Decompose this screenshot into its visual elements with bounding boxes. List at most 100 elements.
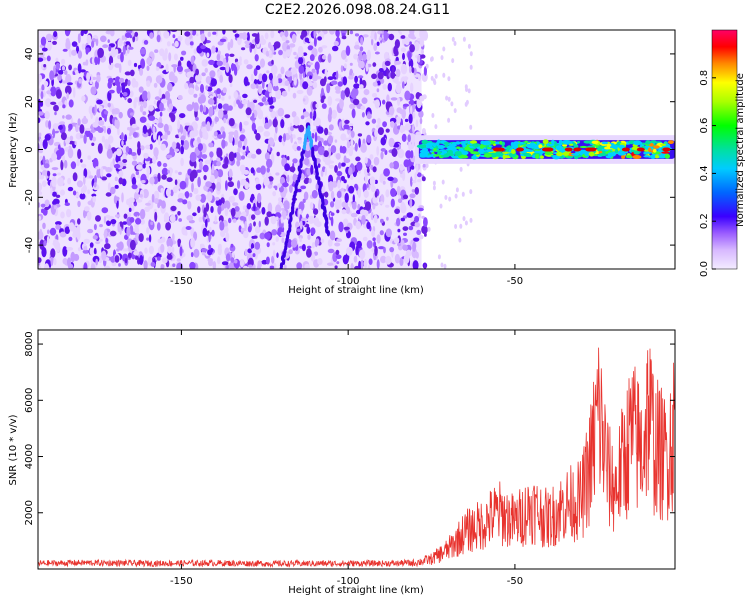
noise-speckle: [385, 189, 390, 198]
noise-speckle: [225, 62, 230, 73]
noise-speckle: [210, 78, 217, 87]
noise-speckle: [244, 40, 250, 45]
noise-speckle: [80, 159, 83, 163]
noise-speckle: [210, 174, 215, 184]
noise-speckle: [379, 173, 384, 183]
noise-speckle: [282, 182, 289, 188]
noise-speckle: [180, 56, 184, 61]
noise-speckle: [432, 185, 436, 191]
noise-speckle: [135, 218, 142, 225]
noise-speckle: [273, 41, 281, 49]
noise-speckle: [236, 159, 241, 167]
noise-speckle: [131, 184, 138, 190]
noise-speckle: [270, 215, 277, 225]
noise-speckle: [189, 76, 195, 84]
noise-speckle: [320, 78, 326, 87]
colorbar-tick-label: 0.2: [699, 213, 710, 229]
noise-speckle: [128, 197, 135, 204]
y-tick-label: 40: [24, 48, 35, 61]
noise-speckle: [178, 218, 182, 222]
noise-speckle: [185, 226, 192, 230]
noise-speckle: [340, 175, 345, 182]
signal-band-blob: [433, 154, 440, 157]
noise-speckle: [129, 239, 136, 251]
noise-speckle: [298, 201, 305, 211]
noise-speckle: [101, 250, 107, 261]
noise-speckle: [151, 193, 155, 203]
noise-speckle: [216, 88, 222, 95]
y-tick-label: 20: [24, 95, 35, 108]
noise-speckle: [421, 225, 428, 235]
colorbar-tick-label: 0.8: [699, 70, 710, 86]
noise-speckle: [302, 198, 306, 203]
noise-speckle: [50, 86, 57, 97]
noise-speckle: [58, 70, 64, 75]
noise-speckle: [382, 180, 386, 185]
noise-speckle: [193, 160, 197, 169]
noise-speckle: [269, 105, 275, 109]
noise-speckle: [62, 154, 66, 163]
noise-speckle: [313, 208, 319, 215]
noise-speckle: [461, 191, 465, 197]
noise-speckle: [133, 211, 140, 217]
noise-speckle: [439, 203, 443, 209]
noise-speckle: [332, 252, 338, 263]
noise-speckle: [125, 32, 132, 38]
x-tick-label: -50: [507, 576, 523, 587]
noise-speckle: [67, 147, 74, 159]
noise-speckle: [374, 51, 380, 55]
noise-speckle: [350, 90, 357, 99]
noise-speckle: [242, 265, 249, 269]
noise-speckle: [223, 200, 231, 210]
noise-speckle: [222, 30, 226, 35]
noise-speckle: [360, 105, 366, 111]
noise-speckle: [208, 91, 214, 96]
noise-speckle: [91, 142, 95, 146]
noise-speckle: [344, 87, 350, 98]
noise-speckle: [108, 45, 112, 52]
noise-speckle: [197, 143, 203, 152]
noise-speckle: [328, 164, 334, 169]
signal-band-blob: [447, 146, 452, 149]
noise-speckle: [139, 104, 144, 113]
noise-speckle: [301, 217, 307, 221]
noise-speckle: [261, 96, 267, 103]
noise-speckle: [266, 167, 271, 173]
noise-speckle: [176, 262, 183, 269]
noise-speckle: [40, 203, 46, 208]
noise-speckle: [366, 167, 370, 173]
noise-speckle: [177, 95, 183, 100]
noise-speckle: [324, 191, 329, 198]
noise-speckle: [56, 243, 61, 253]
noise-speckle: [212, 261, 217, 269]
noise-speckle: [68, 64, 72, 71]
noise-speckle: [353, 83, 360, 89]
noise-speckle: [118, 63, 122, 74]
noise-speckle: [76, 158, 80, 167]
noise-speckle: [434, 73, 438, 79]
noise-speckle: [387, 82, 392, 92]
noise-speckle: [116, 148, 122, 157]
noise-speckle: [372, 237, 376, 242]
noise-speckle: [408, 33, 415, 39]
noise-speckle: [123, 213, 128, 219]
signal-band-blob: [440, 154, 450, 158]
noise-speckle: [272, 85, 279, 92]
noise-speckle: [255, 132, 261, 141]
noise-speckle: [184, 122, 191, 126]
noise-speckle: [98, 120, 105, 126]
noise-speckle: [122, 153, 127, 161]
noise-speckle: [138, 86, 144, 93]
noise-speckle: [250, 167, 255, 174]
noise-speckle: [330, 190, 335, 200]
noise-speckle: [207, 258, 213, 262]
noise-speckle: [44, 263, 50, 269]
noise-speckle: [77, 218, 81, 225]
noise-speckle: [98, 105, 103, 113]
noise-speckle: [335, 153, 341, 160]
noise-speckle: [403, 232, 407, 236]
noise-speckle: [103, 216, 107, 224]
noise-speckle: [377, 127, 384, 136]
noise-speckle: [310, 252, 316, 262]
noise-speckle: [361, 112, 365, 118]
